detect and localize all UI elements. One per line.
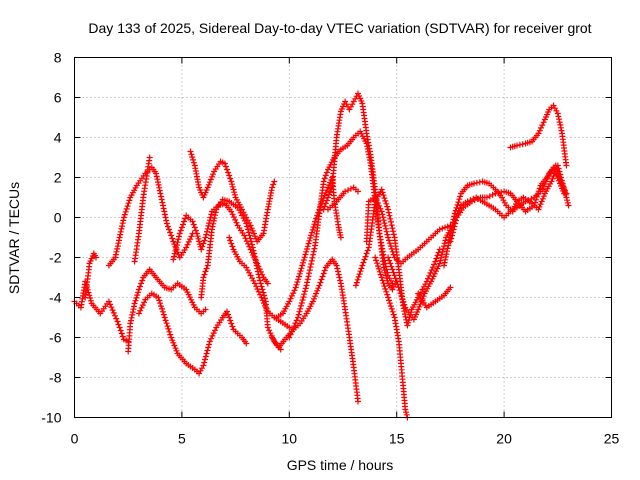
y-axis-label: SDTVAR / TECUs bbox=[6, 182, 22, 294]
y-tick-label: 2 bbox=[54, 170, 62, 186]
series-markers bbox=[131, 154, 153, 265]
chart-title: Day 133 of 2025, Sidereal Day-to-day VTE… bbox=[88, 20, 591, 36]
series-markers bbox=[82, 250, 99, 301]
series-arc-4 bbox=[125, 266, 209, 355]
series-arc-18 bbox=[372, 254, 411, 421]
y-tick-label: -6 bbox=[49, 330, 62, 346]
series-markers bbox=[447, 164, 568, 245]
series-markers bbox=[320, 90, 400, 293]
series-arc-22 bbox=[447, 164, 568, 245]
series-markers bbox=[325, 184, 361, 213]
series-markers bbox=[372, 254, 411, 421]
x-tick-label: 10 bbox=[282, 431, 298, 447]
series-arc-11 bbox=[269, 256, 361, 405]
series-markers bbox=[363, 194, 454, 267]
series-arc-5 bbox=[131, 154, 153, 265]
axes bbox=[74, 57, 612, 418]
y-tick-label: -2 bbox=[49, 250, 62, 266]
x-tick-label: 25 bbox=[604, 431, 620, 447]
series-arc-1 bbox=[71, 278, 132, 345]
series-markers bbox=[71, 278, 132, 345]
series-markers bbox=[105, 164, 196, 269]
y-tick-label: 6 bbox=[54, 90, 62, 106]
series-arc-17 bbox=[363, 194, 454, 267]
series-markers bbox=[135, 290, 250, 377]
x-tick-label: 5 bbox=[178, 431, 186, 447]
x-tick-label: 15 bbox=[389, 431, 405, 447]
series-markers bbox=[273, 174, 344, 321]
y-tick-label: 0 bbox=[54, 210, 62, 226]
series-markers bbox=[187, 148, 278, 245]
y-tick-label: -8 bbox=[49, 370, 62, 386]
series-arc-9 bbox=[198, 196, 284, 353]
series-arc-8 bbox=[187, 148, 278, 245]
series-markers bbox=[125, 266, 209, 355]
plot-frame bbox=[74, 57, 612, 418]
y-tick-label: 8 bbox=[54, 50, 62, 66]
series-arc-15 bbox=[325, 184, 361, 213]
y-tick-label: 4 bbox=[54, 130, 62, 146]
series-markers bbox=[269, 256, 361, 405]
tick-labels: 0 5 10 15 20 25 -10 -8 -6 -4 -2 0 2 4 6 8 bbox=[41, 50, 619, 447]
series-markers bbox=[170, 200, 271, 287]
series-arc-10 bbox=[226, 234, 293, 331]
series-arc-14 bbox=[320, 90, 400, 293]
series-arc-6 bbox=[135, 290, 250, 377]
data-points bbox=[71, 90, 572, 421]
series-markers bbox=[507, 102, 570, 169]
series-arc-12 bbox=[273, 174, 344, 321]
series-markers bbox=[415, 284, 454, 311]
series-markers bbox=[198, 196, 284, 353]
x-tick-label: 20 bbox=[496, 431, 512, 447]
series-arc-20 bbox=[415, 284, 454, 311]
y-tick-label: -10 bbox=[41, 410, 61, 426]
x-tick-label: 0 bbox=[71, 431, 79, 447]
series-arc-2 bbox=[82, 250, 99, 301]
series-arc-7 bbox=[170, 200, 271, 287]
series-markers bbox=[226, 234, 293, 331]
series-arc-23 bbox=[507, 102, 570, 169]
series-arc-3 bbox=[105, 164, 196, 269]
x-axis-label: GPS time / hours bbox=[287, 457, 394, 473]
y-tick-label: -4 bbox=[49, 290, 62, 306]
